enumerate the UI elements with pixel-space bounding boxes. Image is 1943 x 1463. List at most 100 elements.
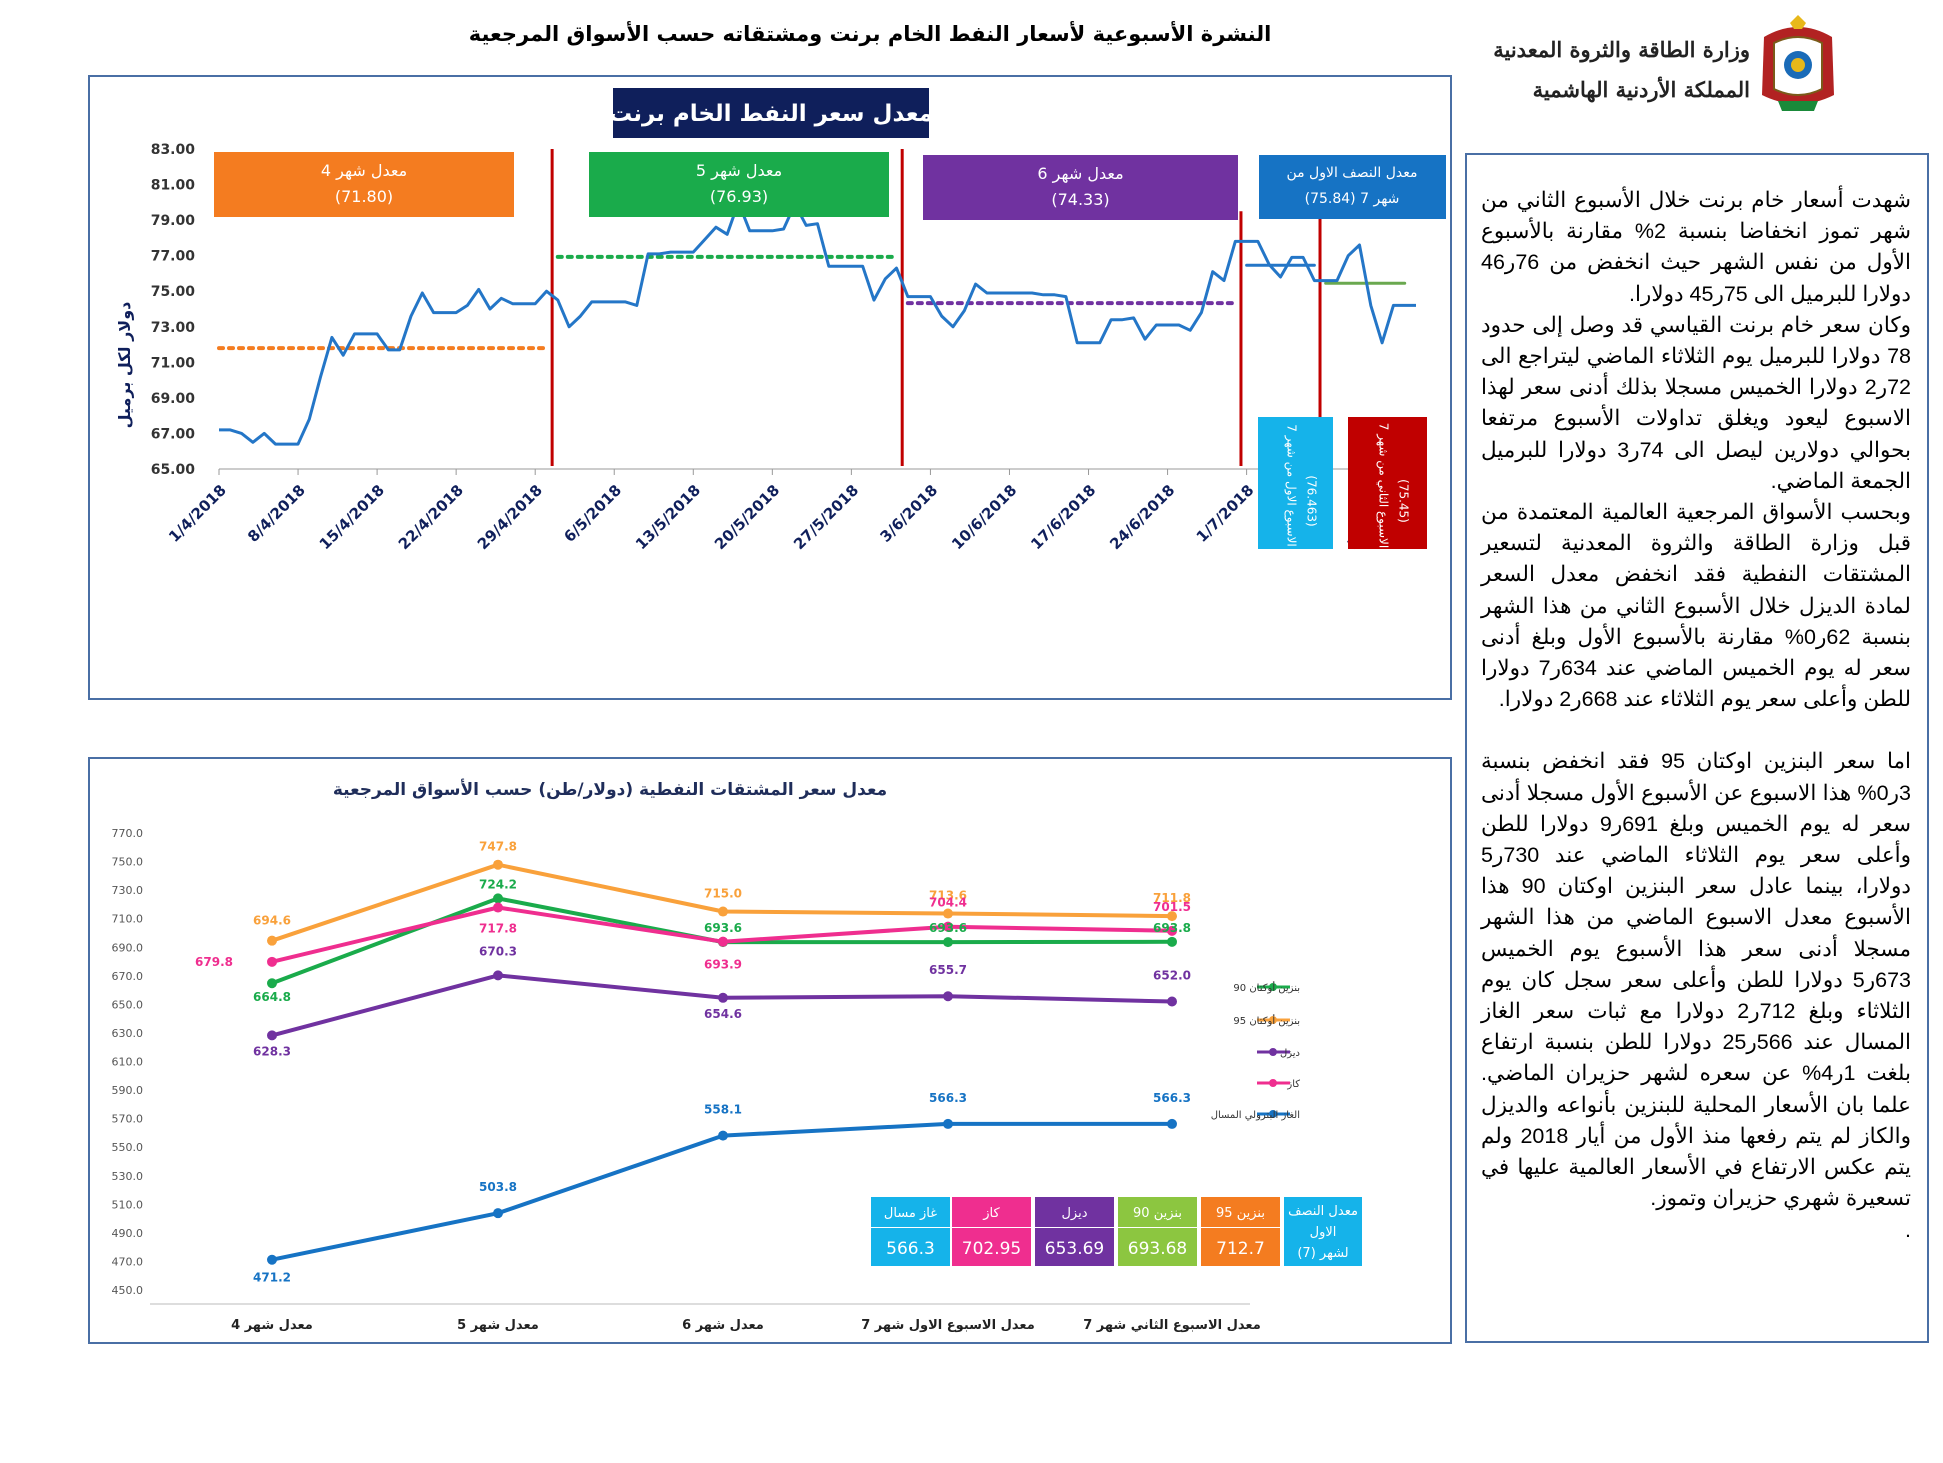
brent-x-tick-label: 6/5/2018 (560, 481, 625, 546)
products-data-point (718, 906, 728, 917)
products-data-label: 715.0 (704, 887, 742, 901)
products-data-point (267, 1030, 277, 1041)
products-y-tick-label: 750.0 (112, 856, 144, 869)
brent-x-tick-label: 29/4/2018 (474, 481, 546, 553)
products-y-tick-label: 730.0 (112, 884, 144, 897)
products-data-label: 711.8 (1153, 891, 1191, 905)
products-data-point (493, 859, 503, 870)
page-title: النشرة الأسبوعية لأسعار النفط الخام برنت… (468, 22, 1272, 46)
products-data-label: 664.8 (253, 990, 291, 1004)
brent-x-tick-label: 1/4/2018 (165, 481, 230, 546)
products-data-label: 693.8 (1153, 921, 1191, 935)
brent-y-tick-label: 75.00 (151, 284, 196, 300)
products-chart-panel: معدل سعر المشتقات النفطية (دولار/طن) حسب… (88, 757, 1452, 1344)
products-legend-label: الغاز البترولي المسال (1211, 1110, 1300, 1121)
summary-header-label: بنزين 90 (1133, 1206, 1182, 1221)
products-y-tick-label: 490.0 (112, 1227, 144, 1240)
summary-header-cell (1035, 1197, 1114, 1227)
products-data-label: 670.3 (479, 944, 517, 958)
products-y-tick-label: 590.0 (112, 1084, 144, 1097)
products-data-point (267, 935, 277, 946)
summary-value: 712.7 (1216, 1239, 1265, 1259)
products-legend-label: بنزين أوكتان 95 (1233, 1014, 1300, 1027)
summary-value: 702.95 (962, 1239, 1021, 1259)
products-data-point (1167, 936, 1177, 947)
summary-header-cell (1118, 1197, 1197, 1227)
commentary-paragraph: . (1905, 1217, 1911, 1242)
summary-header-cell (871, 1197, 950, 1227)
commentary-panel: شهدت أسعار خام برنت خلال الأسبوع الثاني … (1465, 153, 1929, 1343)
products-data-label: 701.5 (1153, 900, 1191, 914)
brent-week-box-value: (76.463) (1305, 475, 1319, 526)
brent-y-tick-label: 67.00 (151, 426, 196, 442)
brent-chart-title: معدل سعر النفط الخام برنت (609, 101, 933, 127)
commentary-paragraph: وبحسب الأسواق المرجعية العالمية المعتمدة… (1481, 500, 1911, 712)
brent-average-box-value: (71.80) (335, 187, 393, 206)
summary-value-cell (1118, 1228, 1197, 1266)
summary-value-cell (1201, 1228, 1280, 1266)
products-legend-label: كاز (1286, 1079, 1300, 1090)
brent-average-box (589, 152, 889, 217)
products-data-label: 655.7 (929, 963, 967, 977)
products-data-point (267, 978, 277, 989)
products-data-point (493, 970, 503, 981)
brent-week-box (1348, 417, 1427, 549)
brent-chart-panel: 65.00 67.00 69.00 71.00 73.00 75.00 77.00 79.00… (88, 75, 1452, 700)
products-y-tick-label: 710.0 (112, 913, 144, 926)
products-data-label: 724.2 (479, 877, 517, 891)
brent-y-tick-label: 69.00 (151, 391, 196, 407)
products-data-point (493, 893, 503, 904)
products-x-category-label: معدل شهر 4 (231, 1318, 313, 1333)
products-chart-title: معدل سعر المشتقات النفطية (دولار/طن) حسب… (333, 779, 887, 800)
commentary-paragraph: وكان سعر خام برنت القياسي قد وصل إلى حدو… (1481, 312, 1911, 493)
products-y-tick-label: 770.0 (112, 827, 144, 840)
summary-title-text: لشهر (7) (1297, 1246, 1348, 1261)
products-y-tick-label: 530.0 (112, 1170, 144, 1183)
products-data-point (718, 936, 728, 947)
brent-week-box-label: معدل الاسبوع الثاني من شهر 7 (1376, 423, 1391, 580)
summary-header-label: كاز (982, 1206, 1000, 1221)
summary-value: 566.3 (886, 1239, 935, 1259)
products-y-tick-label: 650.0 (112, 998, 144, 1011)
products-y-tick-label: 690.0 (112, 941, 144, 954)
brent-y-tick-label: 65.00 (151, 462, 196, 478)
summary-value-cell (952, 1228, 1031, 1266)
ministry-header: وزارة الطاقة والثروة المعدنية المملكة ال… (1493, 15, 1840, 115)
products-legend-marker (1269, 1110, 1277, 1118)
brent-y-axis-label: دولار لكل برميل (115, 302, 134, 429)
products-data-label: 566.3 (929, 1091, 967, 1105)
products-y-tick-label: 610.0 (112, 1056, 144, 1069)
summary-value-cell (1035, 1228, 1114, 1266)
products-data-label: 471.2 (253, 1271, 291, 1285)
products-data-label: 503.8 (479, 1180, 517, 1194)
brent-x-tick-label: 10/6/2018 (948, 481, 1020, 553)
products-y-tick-label: 510.0 (112, 1198, 144, 1211)
products-legend-marker (1269, 983, 1277, 991)
brent-x-tick-label: 3/6/2018 (876, 481, 941, 546)
summary-title-text: معدل النصف (1288, 1204, 1358, 1219)
summary-header-label: ديزل (1061, 1206, 1087, 1221)
products-data-point (1167, 911, 1177, 922)
products-legend-label: بنزين أوكتان 90 (1233, 981, 1300, 994)
summary-value-cell (871, 1228, 950, 1266)
summary-header-cell (952, 1197, 1031, 1227)
products-legend-marker (1269, 1048, 1277, 1056)
products-data-label: 747.8 (479, 840, 517, 854)
coat-of-arms-icon (1762, 15, 1834, 111)
products-y-tick-label: 570.0 (112, 1113, 144, 1126)
ministry-name: وزارة الطاقة والثروة المعدنية (1493, 37, 1750, 62)
products-data-label: 693.6 (704, 921, 742, 935)
brent-y-tick-label: 83.00 (151, 142, 196, 158)
products-data-point (1167, 996, 1177, 1007)
products-data-label: 654.6 (704, 1007, 742, 1021)
products-data-label: 717.8 (479, 922, 517, 936)
brent-chart: 65.00 67.00 69.00 71.00 73.00 75.00 77.00 79.00… (115, 86, 1446, 580)
products-data-point (943, 908, 953, 919)
brent-average-box-label: معدل شهر 6 (1037, 164, 1123, 184)
products-y-tick-label: 630.0 (112, 1027, 144, 1040)
summary-title-text: الاول (1310, 1225, 1337, 1240)
products-data-label: 679.8 (195, 955, 233, 969)
products-data-point (1167, 1118, 1177, 1129)
products-x-category-label: معدل شهر 6 (682, 1318, 764, 1333)
commentary-paragraph: اما سعر البنزين اوكتان 95 فقد انخفض بنسب… (1481, 749, 1912, 1211)
